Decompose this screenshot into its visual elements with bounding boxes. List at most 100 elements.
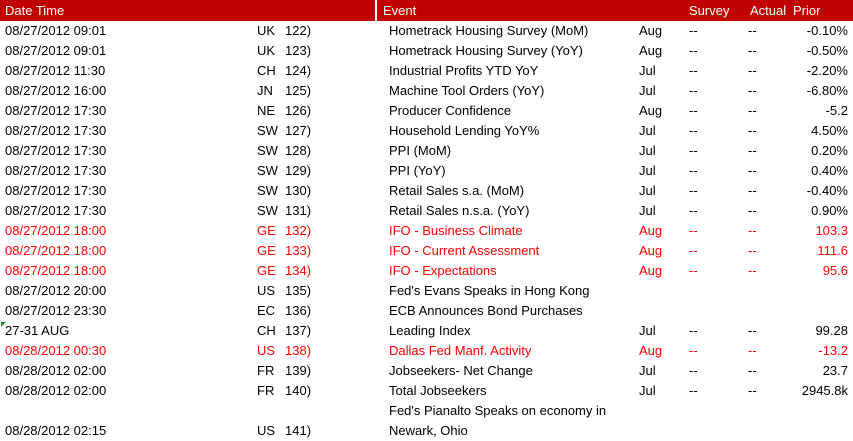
cell-country-code: US: [257, 343, 276, 358]
column-header-event: Event: [383, 3, 417, 18]
cell-actual-value: --: [748, 163, 757, 178]
cell-survey-value: --: [689, 183, 698, 198]
cell-prior-value: -0.10%: [806, 23, 848, 38]
cell-actual-value: --: [748, 263, 757, 278]
cell-date-time: 08/27/2012 18:00: [5, 223, 107, 238]
cell-date-time: 08/27/2012 17:30: [5, 103, 107, 118]
cell-event-number: 131): [285, 203, 312, 218]
cell-event-name: Producer Confidence: [389, 103, 512, 118]
table-row[interactable]: 08/27/2012 16:00 JN 125) Machine Tool Or…: [0, 81, 848, 101]
cell-event-number: 139): [285, 363, 312, 378]
table-row[interactable]: 08/28/2012 00:30 US 138) Dallas Fed Manf…: [0, 341, 848, 361]
cell-country-code: CH: [257, 63, 276, 78]
cell-survey-value: --: [689, 323, 698, 338]
cell-date-time: 08/27/2012 17:30: [5, 123, 107, 138]
cell-month: Jul: [639, 203, 656, 218]
table-row[interactable]: 27-31 AUG CH 137) Leading Index Jul -- -…: [0, 321, 848, 341]
cell-actual-value: [748, 401, 793, 441]
cell-event-number: 141): [285, 423, 312, 438]
cell-survey-value: --: [689, 203, 698, 218]
cell-prior-value: 99.28: [815, 323, 848, 338]
cell-event-name: Retail Sales n.s.a. (YoY): [389, 203, 530, 218]
cell-date-time: 08/27/2012 09:01: [5, 43, 107, 58]
cell-event-number: 134): [285, 263, 312, 278]
cell-country-code: NE: [257, 103, 276, 118]
table-row[interactable]: 08/27/2012 20:00 US 135) Fed's Evans Spe…: [0, 281, 848, 301]
cell-actual-value: --: [748, 43, 757, 58]
table-row[interactable]: 08/27/2012 17:30 SW 129) PPI (YoY) Jul -…: [0, 161, 848, 181]
column-header-survey: Survey: [689, 3, 730, 18]
cell-date-time: 08/28/2012 00:30: [5, 343, 107, 358]
cell-survey-value: [689, 401, 748, 441]
cell-country-code: FR: [257, 363, 275, 378]
cell-event-name: Fed's Evans Speaks in Hong Kong: [389, 283, 590, 298]
table-row[interactable]: 08/27/2012 18:00 GE 132) IFO - Business …: [0, 221, 848, 241]
cell-country-code: GE: [257, 243, 276, 258]
cell-event-number: 140): [285, 383, 312, 398]
cell-actual-value: --: [748, 223, 757, 238]
cell-actual-value: [748, 301, 793, 321]
table-row[interactable]: 08/27/2012 18:00 GE 133) IFO - Current A…: [0, 241, 848, 261]
table-row[interactable]: 08/27/2012 18:00 GE 134) IFO - Expectati…: [0, 261, 848, 281]
cell-event-number: 123): [285, 43, 312, 58]
table-row[interactable]: 08/28/2012 02:15 US 141) Fed's Pianalto …: [0, 401, 848, 441]
cell-prior-value: -2.20%: [806, 63, 848, 78]
cell-event-number: 138): [285, 343, 312, 358]
cell-country-code: GE: [257, 223, 276, 238]
cell-month: Jul: [639, 163, 656, 178]
cell-event-number: 122): [285, 23, 312, 38]
cell-date-time: 08/27/2012 09:01: [5, 23, 107, 38]
cell-event-name: IFO - Current Assessment: [389, 243, 540, 258]
table-row[interactable]: 08/27/2012 09:01 UK 122) Hometrack Housi…: [0, 21, 848, 41]
cell-month: Jul: [639, 143, 656, 158]
cell-prior-value: -6.80%: [806, 83, 848, 98]
cell-prior-value: -13.2: [818, 343, 848, 358]
cell-actual-value: --: [748, 143, 757, 158]
cell-survey-value: [689, 281, 748, 301]
cell-actual-value: --: [748, 343, 757, 358]
cell-survey-value: --: [689, 83, 698, 98]
cell-actual-value: --: [748, 123, 757, 138]
cell-survey-value: --: [689, 163, 698, 178]
table-row[interactable]: 08/27/2012 09:01 UK 123) Hometrack Housi…: [0, 41, 848, 61]
cell-prior-value: -0.50%: [806, 43, 848, 58]
table-header: Date Time Event Survey Actual Prior: [0, 0, 853, 21]
cell-date-time: 08/28/2012 02:00: [5, 383, 107, 398]
cell-prior-value: 103.3: [815, 223, 848, 238]
cell-country-code: SW: [257, 163, 278, 178]
cell-date-time: 08/27/2012 20:00: [5, 283, 107, 298]
column-header-date-time: Date Time: [5, 3, 65, 18]
cell-actual-value: [748, 281, 793, 301]
table-row[interactable]: 08/27/2012 17:30 SW 128) PPI (MoM) Jul -…: [0, 141, 848, 161]
table-row[interactable]: 08/27/2012 17:30 NE 126) Producer Confid…: [0, 101, 848, 121]
cell-prior-value: 2945.8k: [801, 383, 848, 398]
cell-month: Jul: [639, 323, 656, 338]
cell-event-number: 136): [285, 303, 312, 318]
cell-survey-value: --: [689, 63, 698, 78]
cell-month: Aug: [639, 43, 663, 58]
cell-prior-value: [793, 401, 848, 441]
cell-event-number: 135): [285, 283, 312, 298]
cell-prior-value: 0.20%: [811, 143, 848, 158]
table-row[interactable]: 08/27/2012 17:30 SW 127) Household Lendi…: [0, 121, 848, 141]
table-row[interactable]: 08/27/2012 17:30 SW 131) Retail Sales n.…: [0, 201, 848, 221]
cell-event-name: Leading Index: [389, 323, 471, 338]
cell-event-name: Machine Tool Orders (YoY): [389, 83, 545, 98]
cell-month: Jul: [639, 183, 656, 198]
cell-country-code: US: [257, 283, 276, 298]
table-row[interactable]: 08/27/2012 23:30 EC 136) ECB Announces B…: [0, 301, 848, 321]
table-body: 08/27/2012 09:01 UK 122) Hometrack Housi…: [0, 21, 848, 441]
cell-date-time: 08/27/2012 18:00: [5, 243, 107, 258]
cell-event-number: 129): [285, 163, 312, 178]
table-row[interactable]: 08/28/2012 02:00 FR 140) Total Jobseeker…: [0, 381, 848, 401]
cell-prior-value: 0.40%: [811, 163, 848, 178]
cell-country-code: GE: [257, 263, 276, 278]
table-row[interactable]: 08/27/2012 11:30 CH 124) Industrial Prof…: [0, 61, 848, 81]
cell-country-code: SW: [257, 123, 278, 138]
table-row[interactable]: 08/28/2012 02:00 FR 139) Jobseekers- Net…: [0, 361, 848, 381]
cell-actual-value: --: [748, 63, 757, 78]
cell-actual-value: --: [748, 363, 757, 378]
table-row[interactable]: 08/27/2012 17:30 SW 130) Retail Sales s.…: [0, 181, 848, 201]
cell-prior-value: -0.40%: [806, 183, 848, 198]
cell-survey-value: --: [689, 243, 698, 258]
